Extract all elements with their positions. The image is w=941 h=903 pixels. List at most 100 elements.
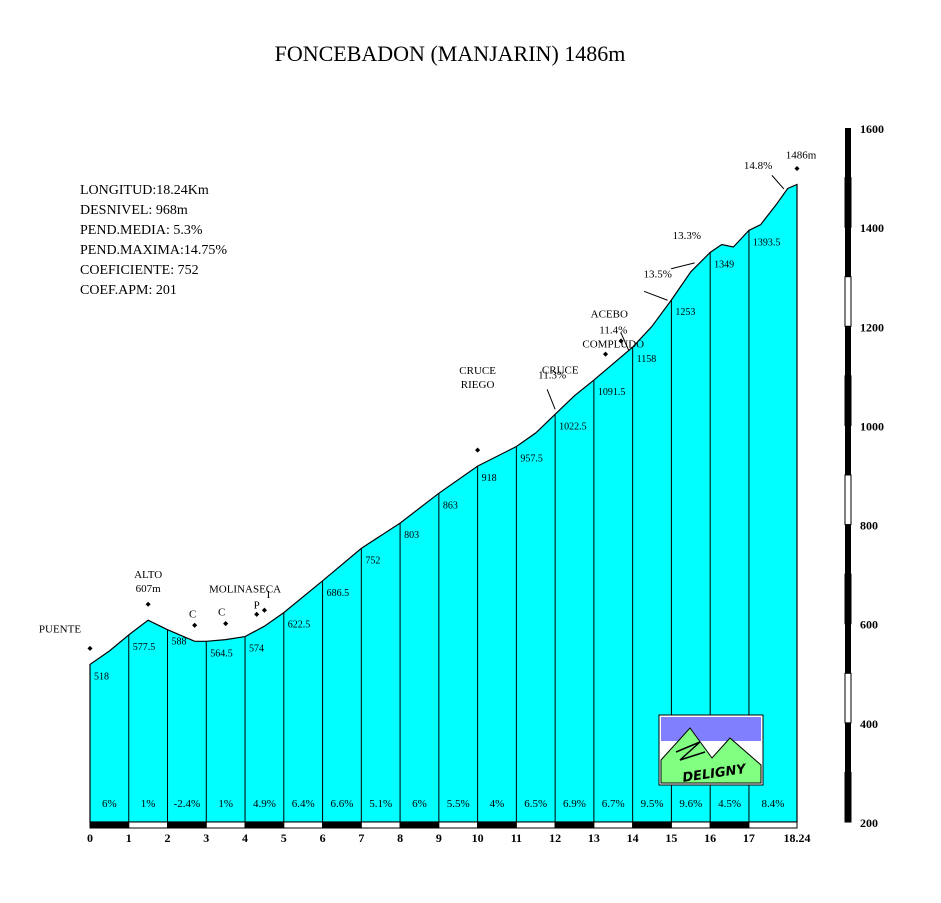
x-axis-segment: [283, 821, 324, 829]
annotation-label: 13.5%: [643, 269, 671, 281]
annotations: PUENTE ALTO 607m C C MOLINASECA PI CRUCE RIEGO 11…: [39, 150, 817, 651]
x-tick-label: 16: [704, 831, 716, 845]
location-marker: [602, 351, 609, 357]
x-tick-label: 5: [281, 831, 287, 845]
annotation-label: 607m: [136, 583, 162, 595]
annotation-label: RIEGO: [461, 379, 495, 391]
y-axis-segment: [845, 623, 851, 674]
x-axis-segment: [515, 821, 556, 829]
km-elevation-label: 1158: [637, 354, 657, 365]
x-axis-segment: [438, 821, 479, 829]
x-axis-segment: [128, 821, 169, 829]
callout-leader: [643, 290, 668, 301]
stat-length: LONGITUD:18.24Km: [80, 183, 209, 198]
location-marker: [261, 607, 267, 613]
y-axis-segment: [845, 326, 851, 376]
callout-leader: [546, 389, 556, 410]
y-axis-segment: [844, 375, 852, 426]
annotation-label: C: [189, 608, 196, 620]
segment-gradient-label: 6.7%: [602, 798, 625, 810]
x-axis-segment: [554, 821, 595, 829]
stat-apm-coefficient: COEF.APM: 201: [80, 283, 177, 298]
location-marker: [618, 338, 624, 344]
x-axis-segment: [89, 821, 130, 829]
segment-gradient-label: 1%: [218, 798, 233, 810]
x-tick-label: 8: [397, 831, 403, 845]
location-marker: [145, 601, 151, 607]
y-tick-label: 1600: [860, 122, 884, 136]
x-axis-segment: [632, 821, 672, 829]
stats-block: LONGITUD:18.24Km DESNIVEL: 968m PEND.MED…: [80, 183, 227, 298]
x-tick-label: 2: [165, 831, 171, 845]
y-tick-label: 800: [860, 519, 878, 533]
annotation-label: CRUCE: [542, 364, 579, 376]
km-elevation-label: 1022.5: [559, 421, 587, 432]
x-axis-segment: [477, 821, 517, 829]
x-tick-label: 13: [588, 831, 600, 845]
x-tick-label: 10: [472, 831, 484, 845]
y-axis-segment: [844, 771, 852, 823]
x-tick-label: 11: [511, 831, 522, 845]
x-axis-segment: [322, 821, 362, 829]
callout-leader: [620, 332, 630, 351]
y-axis-segment: [844, 474, 852, 526]
annotation-label: 14.8%: [744, 160, 772, 172]
segment-gradient-label: 5.5%: [447, 798, 470, 810]
location-marker: [87, 645, 93, 651]
segment-gradient-label: 6.5%: [524, 798, 547, 810]
annotation-label: C: [218, 607, 225, 619]
km-elevation-label: 803: [404, 530, 419, 541]
segment-gradient-label: 6.4%: [292, 798, 315, 810]
stat-coefficient: COEFICIENTE: 752: [80, 263, 199, 278]
annotation-label: ALTO: [134, 569, 162, 581]
x-tick-label: 15: [665, 831, 677, 845]
km-elevation-label: 622.5: [288, 620, 311, 631]
segment-gradient-label: 6%: [412, 798, 427, 810]
km-segments: 518 577.5 588 564.5 574 622.5 686.5 752 803 863 91…: [94, 230, 784, 822]
y-tick-label: 1400: [860, 221, 884, 235]
x-tick-label: 4: [242, 831, 248, 845]
x-axis-segment: [593, 821, 634, 829]
km-elevation-label: 564.5: [210, 648, 233, 659]
x-tick-label: 9: [436, 831, 442, 845]
y-axis-segment: [845, 722, 851, 773]
km-elevation-label: 588: [172, 637, 187, 648]
x-axis-segment: [709, 821, 750, 829]
y-axis-segment: [844, 573, 852, 625]
x-axis-segment: [167, 821, 207, 829]
profile-area: [89, 183, 798, 823]
x-tick-label: 14: [627, 831, 639, 845]
x-tick-label: 18.24: [784, 831, 811, 845]
segment-gradient-label: 4.9%: [253, 798, 276, 810]
annotation-label: 13.3%: [673, 230, 701, 242]
x-axis-segment: [399, 821, 440, 829]
callout-leader: [771, 175, 785, 190]
annotation-label: 11.3%: [538, 369, 566, 381]
x-axis-segment: [670, 821, 711, 829]
annotation-label: CRUCE: [459, 365, 496, 377]
y-axis: 200 400 600 800 1000 1200 1400 1600: [844, 122, 884, 830]
km-elevation-label: 1349: [714, 259, 734, 270]
km-elevation-label: 1253: [675, 307, 695, 318]
y-axis-segment: [845, 524, 851, 575]
segment-gradient-label: 4.5%: [718, 798, 741, 810]
km-elevation-label: 918: [482, 473, 497, 484]
km-elevation-label: 957.5: [520, 453, 543, 464]
location-marker: [254, 611, 260, 617]
location-marker: [192, 622, 198, 628]
x-tick-label: 7: [358, 831, 364, 845]
deligny-logo: DELIGNY: [658, 714, 764, 786]
annotation-label: ACEBO: [591, 309, 628, 321]
x-tick-label: 12: [549, 831, 561, 845]
segment-gradient-label: 4%: [490, 798, 505, 810]
segment-gradient-label: 9.5%: [641, 798, 664, 810]
segment-gradient-label: 8.4%: [762, 798, 785, 810]
km-elevation-label: 1393.5: [753, 237, 781, 248]
annotation-label: I: [267, 589, 271, 601]
location-marker: [223, 621, 229, 627]
km-elevation-label: 1091.5: [598, 387, 626, 398]
segment-gradient-label: 6.6%: [330, 798, 353, 810]
x-axis: 0 1 2 3 4 5 6 7 8 9 10 11 12 13 14 15 16 17 18.24: [87, 821, 811, 845]
x-axis-segment: [360, 821, 401, 829]
x-tick-label: 1: [126, 831, 132, 845]
